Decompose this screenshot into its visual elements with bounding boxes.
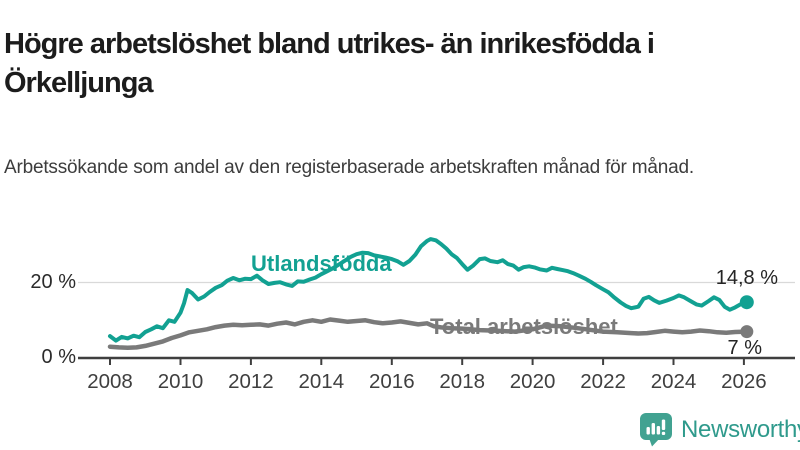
chart-plot-area: 2008 2010 2012 2014 2016 2018 2020 2022 2024 2026	[78, 237, 795, 393]
series-line-total-arbetsloshet	[107, 317, 750, 351]
y-tick-label-0: 0 %	[41, 346, 76, 368]
end-value-label-total: 7 %	[727, 337, 762, 359]
y-tick-label-20: 20 %	[30, 271, 76, 293]
x-tick-label-2010: 2010	[158, 370, 204, 393]
x-tick-label-2022: 2022	[580, 370, 626, 393]
series-end-dot-total-arbetsloshet	[740, 325, 754, 339]
x-tick-label-2012: 2012	[228, 370, 274, 393]
brand-name: Newsworthy	[681, 415, 800, 443]
brand-footer: Newsworthy	[639, 412, 800, 447]
series-label-total-arbetsloshet: Total arbetslöshet	[430, 314, 618, 339]
page-title: Högre arbetslöshet bland utrikes- än inr…	[4, 28, 655, 99]
newsworthy-logo-icon	[640, 413, 672, 447]
x-tick-label-2018: 2018	[439, 370, 485, 393]
series-label-utlandsfodda: Utlandsfödda	[251, 251, 392, 276]
x-tick-label-2008: 2008	[87, 370, 133, 393]
series-line-utlandsfodda	[108, 237, 749, 343]
end-value-label-utlandsfodda: 14,8 %	[715, 267, 778, 289]
x-tick-label-2020: 2020	[510, 370, 556, 393]
chart-subtitle: Arbetssökande som andel av den registerb…	[4, 157, 694, 178]
x-tick-label-2026: 2026	[721, 370, 767, 393]
x-tick-label-2014: 2014	[298, 370, 344, 393]
series-end-dot-utlandsfodda	[739, 295, 754, 310]
x-tick-label-2024: 2024	[651, 370, 697, 393]
x-tick-label-2016: 2016	[369, 370, 415, 393]
